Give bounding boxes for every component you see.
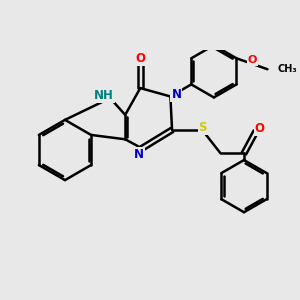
Text: S: S [199, 121, 207, 134]
Text: O: O [135, 52, 145, 65]
Text: N: N [171, 88, 182, 101]
Text: CH₃: CH₃ [278, 64, 297, 74]
Text: NH: NH [94, 89, 114, 102]
Text: N: N [134, 148, 144, 161]
Text: O: O [255, 122, 265, 135]
Text: O: O [248, 55, 257, 65]
